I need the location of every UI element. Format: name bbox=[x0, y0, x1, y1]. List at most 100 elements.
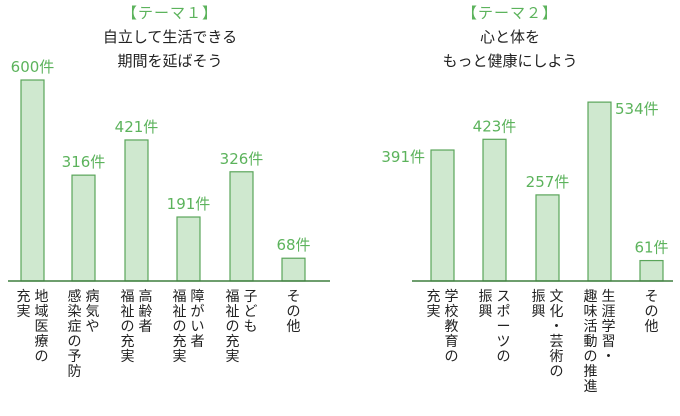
value-label: 316件 bbox=[62, 153, 106, 171]
theme-tag: 【テーマ１】 bbox=[121, 4, 218, 22]
chart-title-line-1: 自立して生活できる bbox=[102, 28, 238, 46]
category-label-char: 趣 bbox=[584, 289, 598, 305]
bar bbox=[535, 194, 560, 282]
category-label-char: 振 bbox=[479, 289, 493, 305]
category-label-char: 進 bbox=[584, 379, 598, 395]
category-label-char: の bbox=[645, 304, 659, 320]
category-label-char: 医 bbox=[35, 319, 49, 335]
category-label-char: の bbox=[68, 334, 82, 350]
category-label-char: 祉 bbox=[173, 304, 187, 320]
category-label-char: 実 bbox=[17, 304, 31, 320]
chart-title-line-2: 期間を延ばそう bbox=[117, 52, 223, 70]
category-label-char: 育 bbox=[445, 334, 459, 350]
category-label-char: 症 bbox=[68, 319, 82, 335]
bar bbox=[281, 257, 306, 282]
category-label-char: 実 bbox=[121, 349, 135, 365]
category-label-char: 感 bbox=[68, 288, 82, 305]
category-label-char: 習 bbox=[602, 334, 616, 350]
bar-chart-theme-1: 600件地域医療の充実316件病気や感染症の予防421件高齢者福祉の充実191件… bbox=[8, 58, 330, 380]
category-label-char: ポ bbox=[497, 304, 511, 320]
category-label-char: 療 bbox=[35, 333, 49, 350]
category-label-char: そ bbox=[645, 289, 659, 305]
category-label-char: 教 bbox=[445, 319, 459, 335]
value-label: 191件 bbox=[167, 195, 211, 213]
bar bbox=[71, 174, 96, 282]
category-label-char: が bbox=[191, 304, 205, 320]
category-label-char: の bbox=[173, 319, 187, 335]
category-label-char: の bbox=[226, 319, 240, 335]
category-label-char: 実 bbox=[226, 349, 240, 365]
bar bbox=[482, 138, 507, 282]
value-label: 423件 bbox=[473, 117, 517, 135]
bar bbox=[229, 171, 254, 282]
value-label: 421件 bbox=[115, 118, 159, 136]
category-label-char: 祉 bbox=[121, 304, 135, 320]
value-label: 326件 bbox=[220, 150, 264, 168]
value-label: 600件 bbox=[11, 58, 55, 76]
bar bbox=[587, 101, 612, 282]
value-label: 257件 bbox=[526, 173, 570, 191]
category-label-char: 推 bbox=[584, 364, 598, 380]
category-label-char: 充 bbox=[173, 334, 187, 350]
category-label-char: 病 bbox=[86, 289, 100, 305]
category-label-char: 興 bbox=[479, 304, 493, 320]
bar bbox=[20, 79, 45, 282]
category-label-char: 校 bbox=[445, 303, 459, 320]
category-label-char: 涯 bbox=[602, 304, 616, 320]
value-label: 61件 bbox=[634, 239, 668, 257]
category-label-char: 地 bbox=[35, 289, 49, 305]
value-label: 391件 bbox=[381, 148, 425, 166]
category-label-char: い bbox=[191, 319, 205, 335]
category-label-char: 化 bbox=[550, 304, 564, 320]
category-label-char: 福 bbox=[121, 289, 135, 305]
bar bbox=[124, 139, 149, 282]
category-label-char: 実 bbox=[173, 349, 187, 365]
category-label-char: 予 bbox=[68, 349, 82, 365]
category-label-char: ツ bbox=[497, 334, 511, 350]
category-label-char: 充 bbox=[226, 334, 240, 350]
category-label-char: 者 bbox=[191, 334, 205, 350]
category-label-char: の bbox=[35, 349, 49, 365]
category-label-char: 生 bbox=[602, 289, 616, 305]
category-label-char: 学 bbox=[445, 289, 459, 305]
category-label-char: 他 bbox=[287, 319, 301, 335]
category-label-char: 実 bbox=[427, 304, 441, 320]
category-label-char: 祉 bbox=[226, 304, 240, 320]
category-label-char: 振 bbox=[532, 289, 546, 305]
category-label-char: 福 bbox=[226, 289, 240, 305]
category-label-char: そ bbox=[287, 289, 301, 305]
category-label-char: の bbox=[584, 349, 598, 365]
category-label-char: 活 bbox=[584, 319, 598, 335]
category-label-char: の bbox=[497, 349, 511, 365]
category-label-char: 気 bbox=[86, 304, 100, 320]
category-label-char: 染 bbox=[68, 304, 82, 320]
category-label-char: ど bbox=[244, 304, 258, 320]
category-label-char: 福 bbox=[173, 289, 187, 305]
category-label-char: 興 bbox=[532, 304, 546, 320]
category-label-char: 術 bbox=[550, 349, 564, 365]
category-label-char: ・ bbox=[602, 349, 616, 365]
chart-title-line-2: もっと健康にしよう bbox=[442, 52, 578, 70]
category-label-char: 者 bbox=[139, 319, 153, 335]
category-label-char: ス bbox=[497, 289, 511, 305]
category-label-char: の bbox=[550, 364, 564, 380]
category-label-char: の bbox=[445, 349, 459, 365]
bar bbox=[176, 216, 201, 282]
category-label-char: ・ bbox=[550, 319, 564, 335]
category-label-char: 高 bbox=[139, 288, 153, 305]
category-label-char: 防 bbox=[68, 364, 82, 380]
category-label-char: 文 bbox=[550, 289, 564, 305]
category-label-char: 他 bbox=[645, 319, 659, 335]
category-label-char: 充 bbox=[427, 289, 441, 305]
chart-title-line-1: 心と体を bbox=[479, 28, 540, 46]
value-label: 534件 bbox=[615, 100, 659, 118]
category-label-char: も bbox=[244, 319, 258, 335]
category-label-char: ー bbox=[497, 319, 511, 335]
category-label-char: 味 bbox=[584, 304, 598, 320]
theme-tag: 【テーマ２】 bbox=[461, 4, 558, 22]
bar-chart-theme-2: 391件学校教育の充実423件スポーツの振興257件文化・芸術の振興534件生涯… bbox=[381, 100, 673, 395]
category-label-char: 子 bbox=[244, 289, 258, 305]
category-label-char: の bbox=[121, 319, 135, 335]
value-label: 68件 bbox=[276, 236, 310, 254]
bar bbox=[639, 259, 664, 282]
